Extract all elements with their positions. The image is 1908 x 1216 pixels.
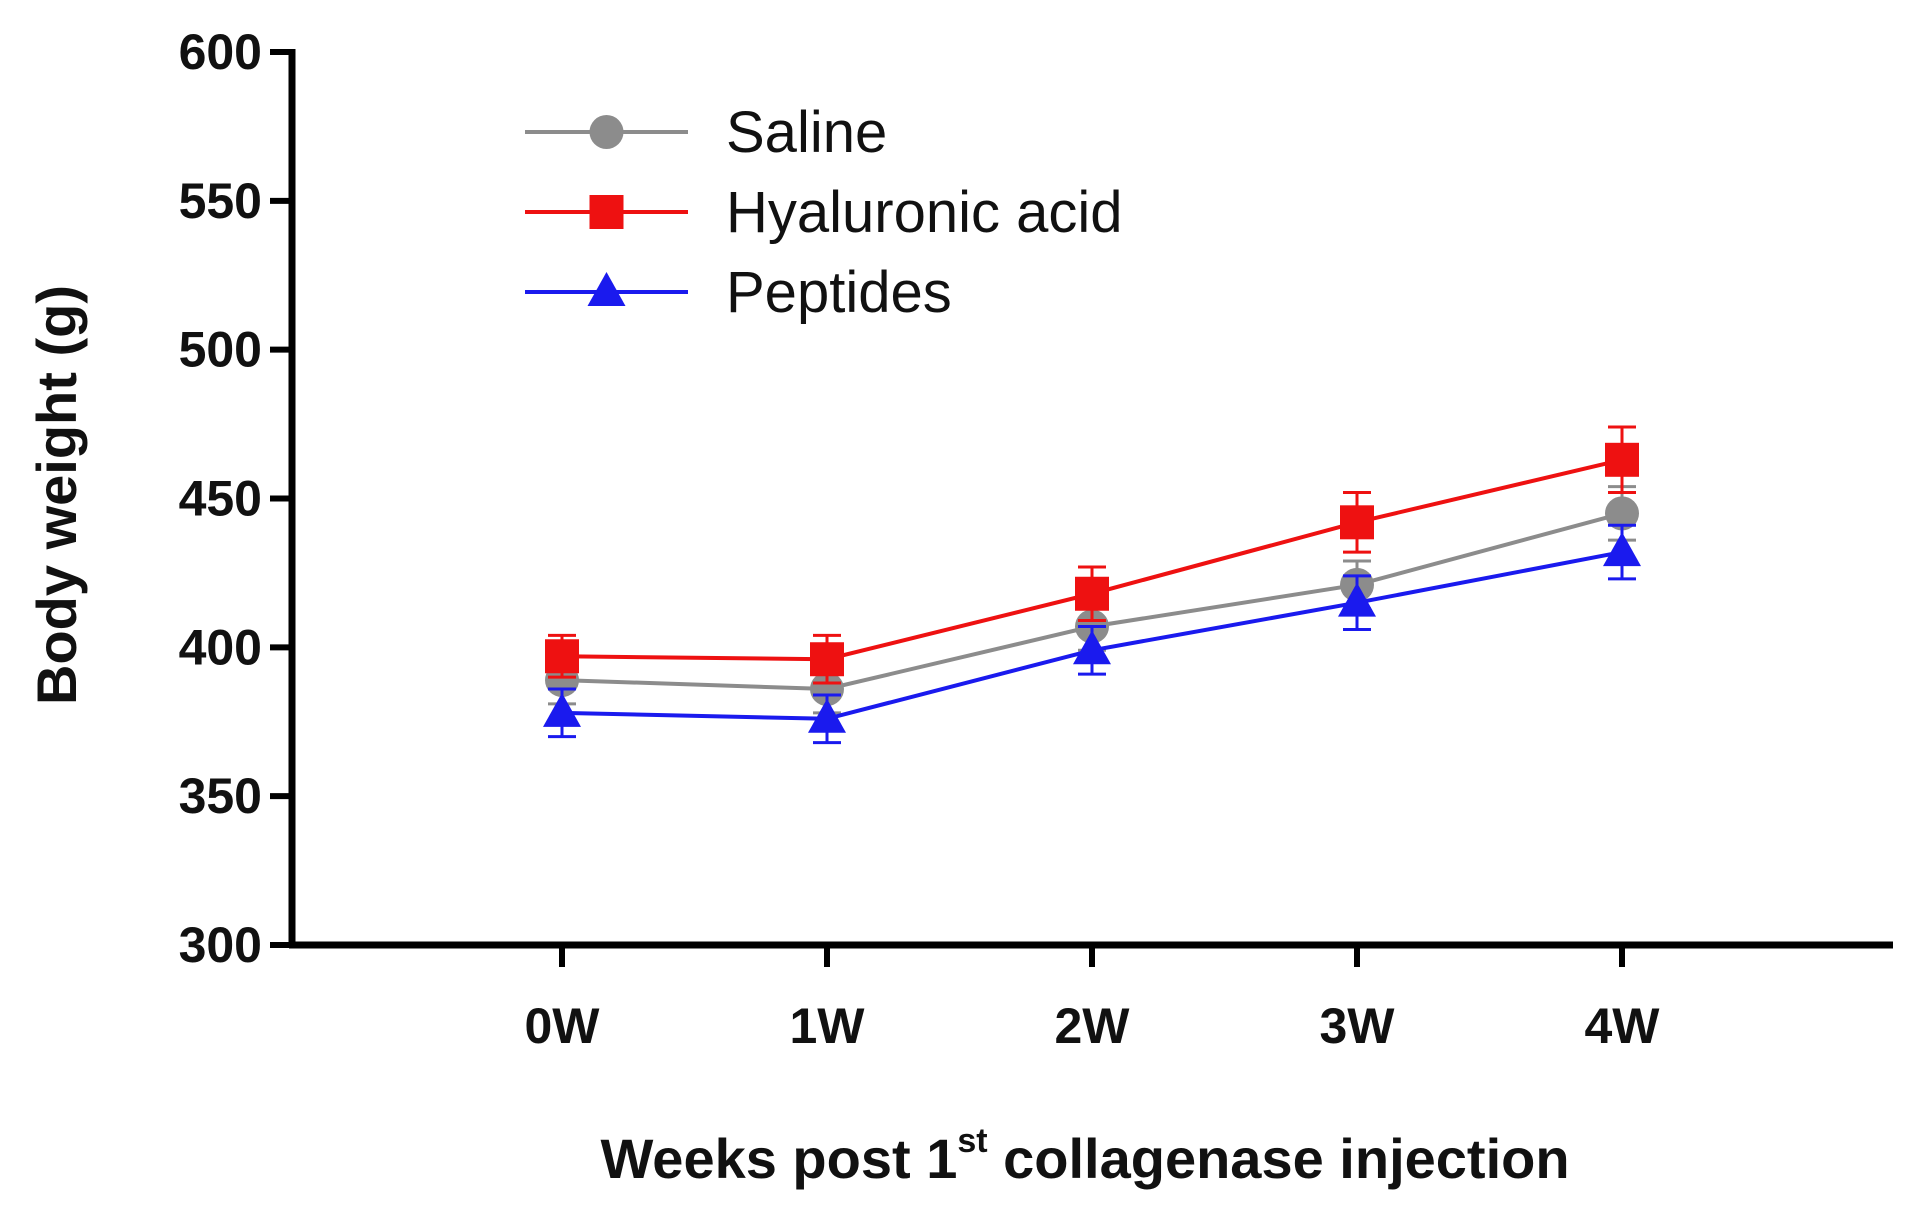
- y-axis-ticks: 300 350 400 450 500 550 600: [179, 24, 292, 973]
- y-tick-label: 600: [179, 24, 262, 80]
- x-tick-label: 1W: [790, 998, 866, 1054]
- x-axis-ticks: 0W 1W 2W 3W 4W: [525, 945, 1661, 1054]
- legend-item: Peptides: [525, 260, 952, 325]
- y-axis-title: Body weight (g): [25, 285, 88, 705]
- y-tick-label: 400: [179, 619, 262, 675]
- legend-label: Peptides: [726, 260, 952, 325]
- legend-marker: [587, 272, 626, 306]
- x-axis-title: Weeks post 1st collagenase injection: [600, 1122, 1569, 1190]
- legend-label: Saline: [726, 100, 887, 165]
- series-peptides: [543, 523, 1641, 745]
- data-point: [1073, 630, 1111, 665]
- legend-label: Hyaluronic acid: [726, 180, 1123, 245]
- x-tick-label: 4W: [1585, 998, 1661, 1054]
- series-hyaluronic-acid: [545, 425, 1639, 685]
- x-tick-label: 3W: [1320, 998, 1396, 1054]
- series-layer: [543, 425, 1641, 745]
- legend-item: Saline: [525, 100, 887, 165]
- data-point: [810, 642, 844, 677]
- data-point: [545, 639, 579, 674]
- data-point: [1605, 496, 1639, 531]
- y-tick-label: 500: [179, 322, 262, 378]
- data-point: [1075, 576, 1109, 611]
- y-tick-label: 350: [179, 768, 262, 824]
- data-point: [1605, 442, 1639, 477]
- y-tick-label: 550: [179, 173, 262, 229]
- data-point: [543, 692, 581, 727]
- x-axis-title-main: Weeks post 1: [600, 1127, 957, 1190]
- legend: Saline Hyaluronic acid Peptides: [525, 100, 1123, 325]
- legend-marker: [589, 195, 624, 229]
- data-point: [1603, 532, 1641, 567]
- legend-marker: [589, 115, 624, 149]
- legend-item: Hyaluronic acid: [525, 180, 1123, 245]
- data-point: [1340, 505, 1374, 540]
- data-point: [808, 698, 846, 733]
- x-axis-title-superscript: st: [957, 1122, 987, 1160]
- x-tick-label: 2W: [1055, 998, 1131, 1054]
- y-tick-label: 300: [179, 917, 262, 973]
- x-tick-label: 0W: [525, 998, 601, 1054]
- x-axis-title-rest: collagenase injection: [988, 1127, 1570, 1190]
- data-point: [1338, 582, 1376, 617]
- y-tick-label: 450: [179, 471, 262, 527]
- data-point: [810, 672, 844, 707]
